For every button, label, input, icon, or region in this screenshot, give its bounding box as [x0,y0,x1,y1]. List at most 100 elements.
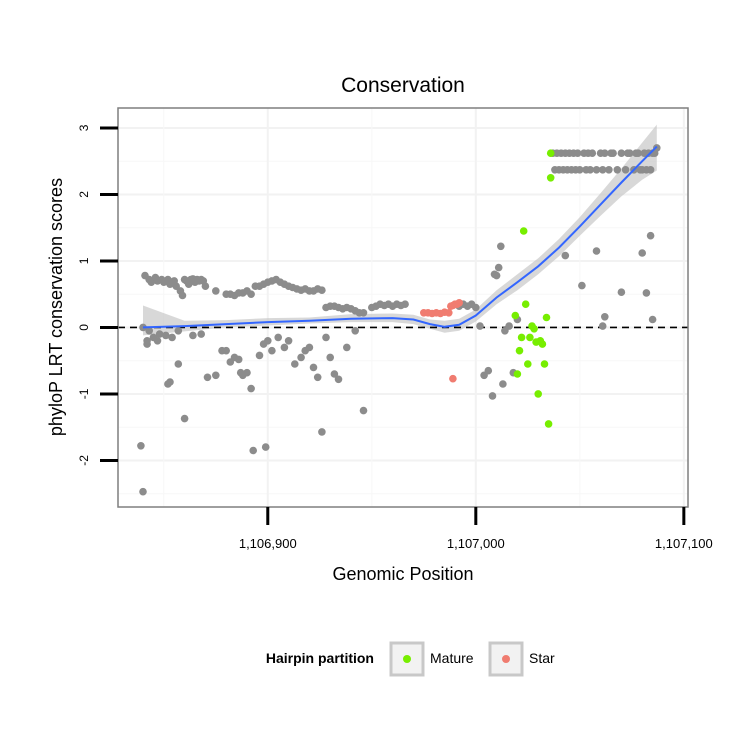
data-point-other [359,309,368,317]
data-point-other [601,149,609,157]
data-point-other [189,331,197,340]
data-point-other [359,406,368,415]
x-tick-label: 1,107,100 [655,536,713,551]
data-point-other [592,166,601,174]
data-point-other [247,290,255,299]
series-other [137,144,661,496]
smooth-line [142,145,658,329]
data-point-other [284,337,293,345]
panel-border [117,107,689,508]
legend-entry-label: Star [529,650,555,666]
data-point-other [212,371,220,380]
data-point-mature [515,346,524,355]
data-point-other [166,378,174,386]
data-point-other [598,322,607,330]
data-point-other [642,289,651,297]
data-point-other [401,300,409,309]
legend-key-box [389,641,425,677]
data-point-other [326,353,335,362]
data-point-other [613,166,622,174]
y-tick-label: 2 [77,191,91,198]
data-point-mature [526,333,534,342]
data-point-other [261,443,270,451]
data-point-other [573,149,582,157]
data-point-other [621,166,630,174]
y-axis-label: phyloP LRT conservation scores [46,178,66,436]
data-point-star [455,299,464,307]
data-point-other [145,327,153,335]
data-point-other [646,166,655,174]
data-point-other [588,149,597,157]
data-point-other [626,149,634,157]
series-star [420,299,464,383]
data-point-mature [519,227,528,235]
data-point-mature [544,420,553,428]
y-tick-label: 0 [77,324,91,331]
data-point-other [291,360,299,368]
legend-entry-star: Star [488,641,555,677]
data-point-other [297,353,305,362]
data-point-other [274,333,283,342]
data-point-other [605,166,613,174]
data-point-star [445,309,453,317]
data-point-mature [538,340,547,348]
data-point-other [576,166,584,174]
data-point-other [492,271,501,280]
data-point-other [264,337,272,345]
data-point-other [646,231,655,240]
data-point-other [180,414,189,423]
data-point-other [243,368,251,377]
plot-panel: -2 -1 0 1 2 3 1,106,900 1,107,000 1,107,100 [77,107,713,551]
data-point-other [178,291,187,300]
data-point-mature [511,311,520,320]
x-tick-label: 1,106,900 [239,536,297,551]
data-point-other [598,166,607,174]
data-point-other [648,315,657,324]
data-point-other [578,281,586,290]
data-point-other [494,263,503,272]
data-point-other [617,149,626,157]
legend-entry-mature: Mature [389,641,474,677]
data-point-other [601,313,609,321]
data-point-other [472,303,480,312]
data-point-other [322,333,330,342]
data-point-other [318,428,326,436]
data-point-other [174,327,183,335]
data-point-other [280,343,289,352]
data-point-mature [546,149,555,157]
data-point-mature [534,390,542,398]
data-point-mature [546,174,555,182]
data-point-other [268,346,276,355]
data-point-other [561,251,570,260]
data-point-other [168,333,176,342]
data-point-other [255,351,264,360]
data-point-other [212,287,220,295]
data-point-other [334,375,343,384]
data-point-other [330,370,339,378]
data-point-other [309,363,318,372]
data-point-mature [521,300,530,309]
data-point-mature [513,370,522,378]
x-axis-label: Genomic Position [332,564,473,584]
data-point-mature [517,333,526,342]
data-point-other [201,282,210,291]
data-point-star [449,374,457,383]
x-tick-label: 1,107,000 [447,536,505,551]
data-point-other [203,373,212,382]
series-mature [511,149,555,428]
data-point-other [249,446,257,455]
data-point-other [305,343,314,352]
data-point-other [143,340,151,348]
data-point-other [153,337,162,345]
data-point-other [137,442,145,450]
data-point-mature [542,313,551,322]
legend-title: Hairpin partition [266,650,374,666]
data-point-mature [524,360,532,368]
data-point-other [247,384,255,393]
y-tick-label: 1 [77,257,91,264]
legend-key-point [403,655,411,663]
data-point-other [586,166,594,174]
legend: Hairpin partition Mature Star [266,641,555,677]
